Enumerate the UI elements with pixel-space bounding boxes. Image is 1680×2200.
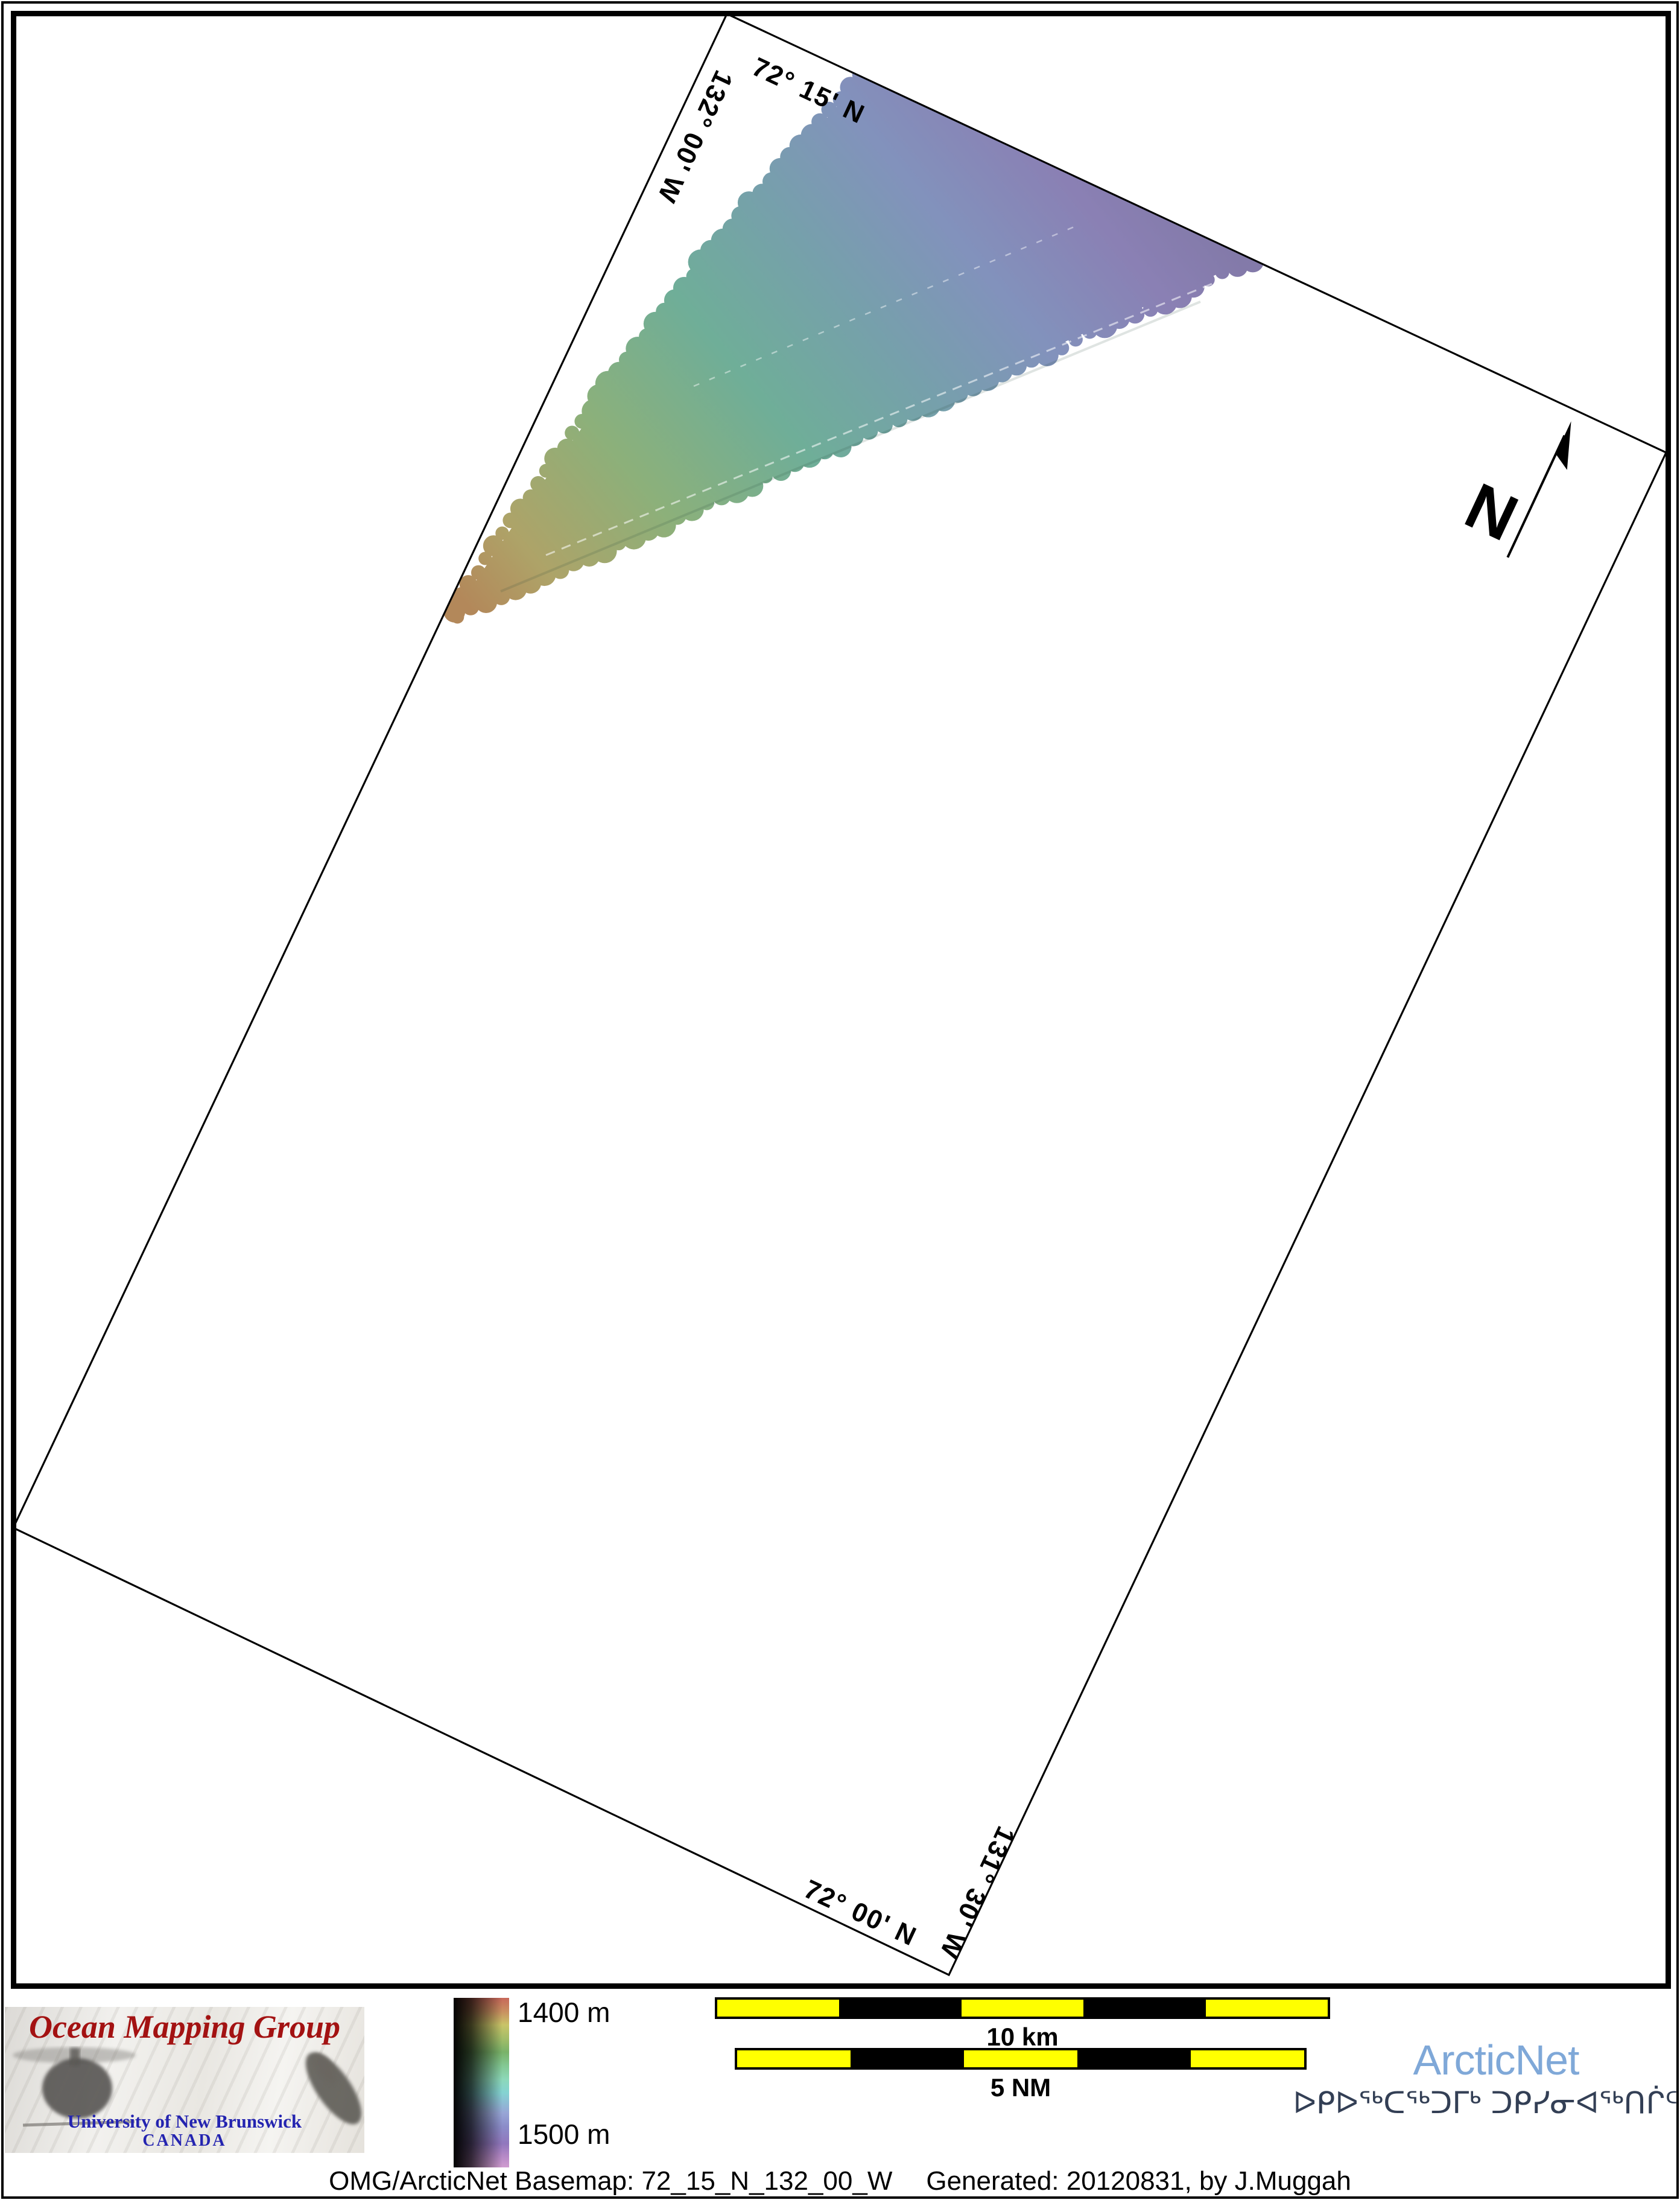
caption: OMG/ArcticNet Basemap: 72_15_N_132_00_W G… bbox=[0, 2166, 1680, 2196]
scalebar-nm-label: 5 NM bbox=[990, 2073, 1051, 2102]
sea-ice-texture bbox=[5, 2007, 364, 2153]
omg-title: Ocean Mapping Group bbox=[28, 2009, 341, 2045]
arcticnet-syllabics: ᐅᑭᐅᖅᑕᖅᑐᒥᒃ ᑐᑭᓯᓂᐊᖅᑎᒌᑦ bbox=[1293, 2085, 1678, 2120]
omg-logo-photo bbox=[13, 2047, 362, 2127]
survey-trackline-gap bbox=[693, 223, 1080, 387]
scalebar-segment bbox=[961, 2000, 1084, 2017]
depth-colorbar bbox=[454, 1998, 509, 2167]
scalebar-segment bbox=[1191, 2050, 1304, 2067]
scalebar-segment bbox=[1205, 2000, 1328, 2017]
scalebar-segment bbox=[737, 2050, 851, 2067]
scalebar-segment bbox=[1083, 2000, 1206, 2017]
scalebar-nm bbox=[735, 2048, 1307, 2070]
omg-logo: Ocean Mapping Group University of New Br… bbox=[5, 2007, 364, 2153]
scalebar-km-label: 10 km bbox=[986, 2023, 1059, 2051]
caption-basemap-id: OMG/ArcticNet Basemap: 72_15_N_132_00_W bbox=[329, 2166, 893, 2196]
north-arrow-head bbox=[1556, 421, 1571, 470]
helicopter-skid bbox=[22, 2120, 135, 2127]
scalebar-segment bbox=[964, 2050, 1077, 2067]
survey-trackline-gap bbox=[545, 282, 1213, 556]
caption-generated: Generated: 20120831, by J.Muggah bbox=[926, 2166, 1351, 2196]
north-arrow-shaft bbox=[1506, 434, 1566, 558]
colorbar-shading-overlay bbox=[454, 1998, 509, 2167]
helicopter-mast bbox=[70, 2048, 80, 2066]
swath-footprint bbox=[495, 526, 509, 540]
unb-country: CANADA bbox=[142, 2131, 227, 2150]
colorbar-label-top: 1400 m bbox=[518, 1997, 610, 2028]
colorbar-label-bottom: 1500 m bbox=[518, 2119, 610, 2150]
scalebar-segment bbox=[717, 2000, 840, 2017]
helicopter-body-icon bbox=[42, 2058, 112, 2119]
scalebar-km bbox=[715, 1997, 1330, 2019]
ship-silhouette-icon bbox=[305, 2052, 362, 2125]
arcticnet-wordmark: ArcticNet bbox=[1413, 2036, 1580, 2084]
scalebar-segment bbox=[839, 2000, 962, 2017]
scalebar-segment bbox=[851, 2050, 964, 2067]
unb-name: University of New Brunswick bbox=[67, 2111, 302, 2132]
map-graticule-outline-top bbox=[12, 13, 1667, 1977]
scalebar-segment bbox=[1077, 2050, 1191, 2067]
swath-footprint bbox=[478, 552, 492, 565]
multibeam-swath bbox=[443, 68, 1264, 624]
swath-seam-shadow bbox=[500, 300, 1201, 593]
swath-surface bbox=[455, 77, 1252, 612]
